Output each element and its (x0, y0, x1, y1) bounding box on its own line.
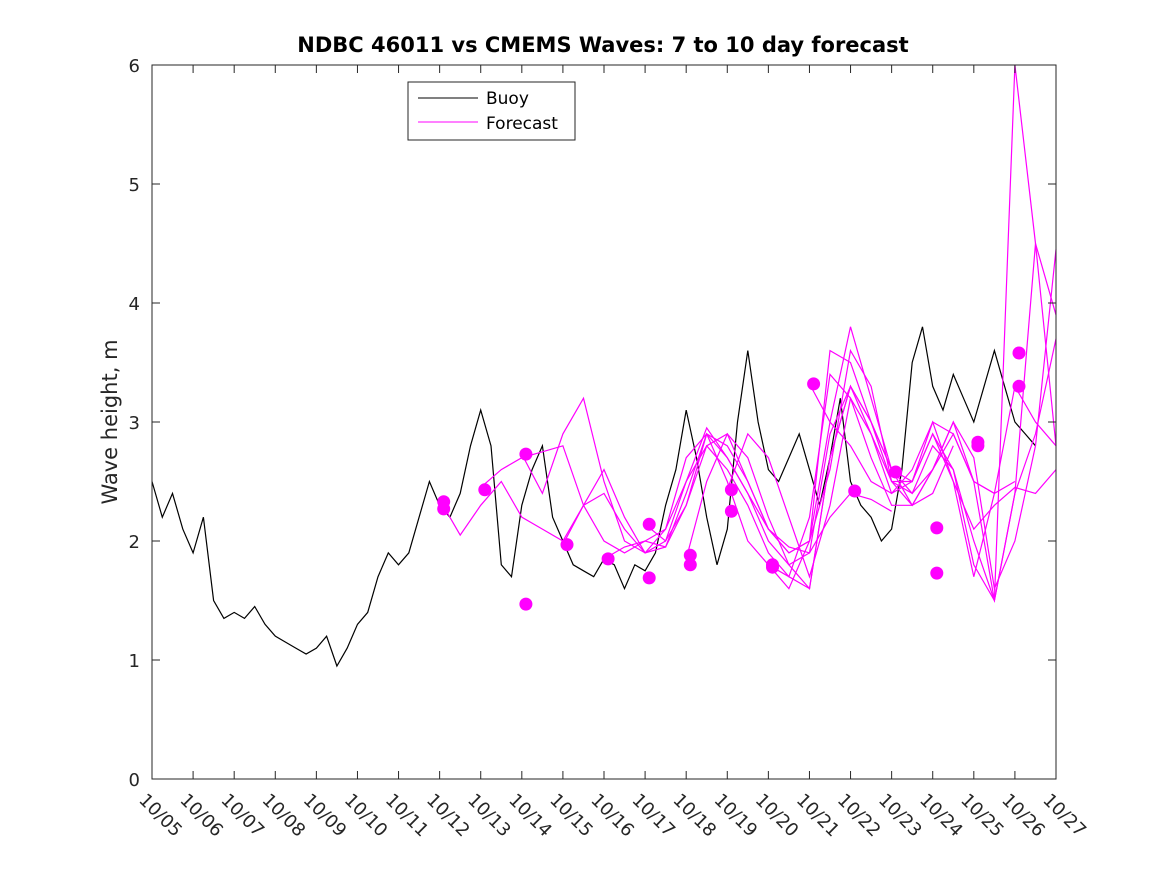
forecast-marker (642, 517, 656, 531)
chart-title: NDBC 46011 vs CMEMS Waves: 7 to 10 day f… (297, 33, 908, 57)
forecast-marker (930, 566, 944, 580)
y-tick-label: 4 (129, 294, 140, 315)
forecast-marker (560, 538, 574, 552)
forecast-line-9 (768, 64, 1057, 603)
forecast-marker (642, 571, 656, 585)
y-tick-label: 5 (129, 175, 140, 196)
forecast-marker (766, 560, 779, 574)
forecast-marker (519, 447, 533, 461)
y-tick-label: 3 (129, 413, 140, 434)
forecast-marker (1012, 379, 1026, 393)
forecast-marker (683, 558, 697, 572)
y-tick-label: 0 (129, 770, 140, 791)
forecast-marker (930, 521, 944, 535)
forecast-marker (1012, 346, 1026, 360)
legend-buoy-label: Buoy (486, 89, 529, 109)
forecast-marker (848, 484, 862, 498)
forecast-marker (683, 548, 697, 562)
forecast-marker (724, 483, 738, 497)
forecast-marker (971, 439, 985, 453)
y-axis-label: Wave height, m (98, 339, 122, 504)
forecast-series (439, 64, 1057, 603)
forecast-markers (437, 346, 1026, 611)
forecast-line-8 (726, 338, 1057, 603)
forecast-line-10 (808, 383, 1057, 531)
buoy-line (151, 326, 1036, 668)
y-tick-label: 1 (129, 651, 140, 672)
forecast-marker (437, 502, 451, 516)
forecast-marker (889, 465, 903, 479)
forecast-line-5 (603, 249, 1057, 591)
forecast-marker (724, 504, 738, 518)
y-tick-label: 6 (129, 56, 140, 77)
plot-area (152, 65, 1056, 779)
forecast-marker (807, 377, 821, 391)
forecast-marker (478, 483, 492, 497)
forecast-line-7 (685, 384, 1057, 577)
forecast-marker (601, 552, 615, 566)
legend-box (407, 81, 576, 141)
y-axis: 0 1 2 3 4 5 6 (129, 56, 1056, 791)
legend: Buoy Forecast (407, 81, 576, 141)
forecast-line-3 (521, 349, 995, 590)
legend-forecast-label: Forecast (486, 114, 558, 134)
forecast-marker (519, 597, 533, 611)
buoy-series (151, 326, 1036, 668)
y-tick-label: 2 (129, 532, 140, 553)
forecast-line-6 (644, 243, 1057, 601)
